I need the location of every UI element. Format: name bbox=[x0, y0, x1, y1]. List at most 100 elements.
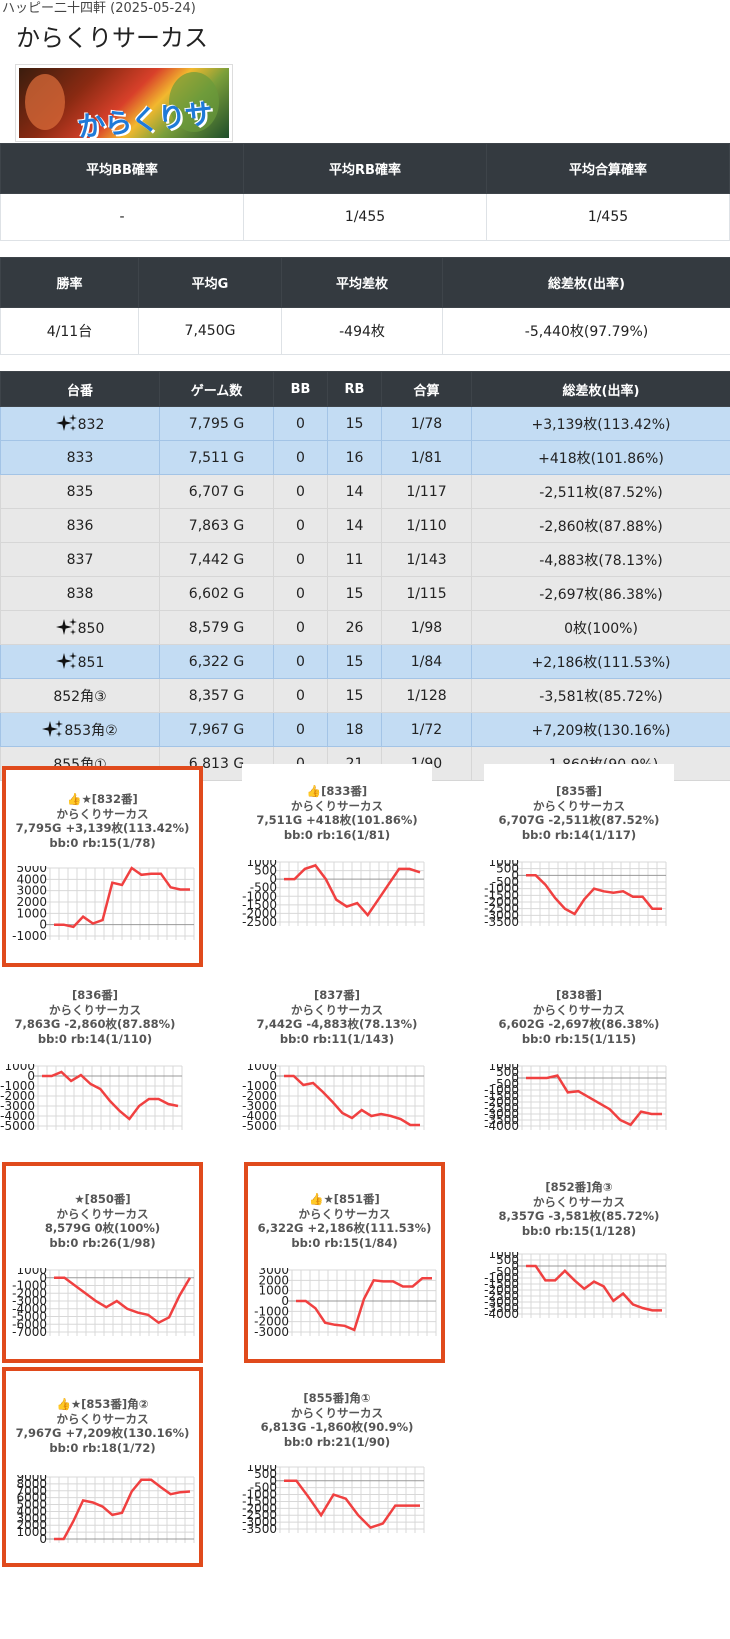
machine-chart-card[interactable]: 👍★[853番]角② からくりサーカス 7,967G +7,209枚(130.16%… bbox=[2, 1367, 203, 1567]
y-tick-label: 2000 bbox=[16, 895, 47, 909]
machine-chart-card[interactable]: [838番] からくりサーカス 6,602G -2,697枚(86.38%) bb:0… bbox=[484, 968, 674, 1144]
chart-caption-stats: 7,511G +418枚(101.86%) bbox=[256, 813, 418, 827]
machine-number-text: 838 bbox=[66, 585, 94, 602]
y-tick-label: 1000 bbox=[488, 860, 519, 869]
total-rate: 1/143 bbox=[381, 542, 472, 577]
table-row: 837 7,442 G 0 11 1/143 -4,883枚(78.13%) bbox=[0, 542, 730, 577]
shop-date-header: ハッピー二十四軒 (2025-05-24) bbox=[2, 1, 196, 16]
y-tick-label: -1000 bbox=[12, 1279, 47, 1293]
chart-caption-probs: bb:0 rb:18(1/72) bbox=[49, 1440, 156, 1455]
y-tick-label: -4000 bbox=[12, 1302, 47, 1316]
chart-caption-probs: bb:0 rb:14(1/117) bbox=[521, 827, 637, 842]
y-tick-label: -3000 bbox=[12, 1294, 47, 1308]
y-tick-label: -3000 bbox=[242, 1099, 277, 1113]
y-tick-label: -1000 bbox=[242, 1488, 277, 1502]
series-line bbox=[54, 866, 190, 929]
game-count-text: 6,707 G bbox=[188, 483, 245, 500]
rb-count-text: 18 bbox=[345, 721, 364, 738]
y-tick-label: 0 bbox=[511, 1071, 519, 1085]
y-tick-label: -5000 bbox=[12, 1310, 47, 1324]
col-header: 台番 bbox=[0, 371, 160, 407]
avg-total-rate: 1/455 bbox=[486, 193, 730, 241]
y-tick-label: 4000 bbox=[16, 872, 47, 886]
total-diff-text: -2,860枚(87.88%) bbox=[539, 518, 663, 535]
machine-chart-card[interactable]: ★[850番] からくりサーカス 8,579G 0枚(100%) bb:0 rb:26… bbox=[2, 1162, 203, 1363]
y-tick-label: -2000 bbox=[242, 1089, 277, 1103]
series-line bbox=[296, 1277, 432, 1332]
series-line bbox=[54, 1478, 191, 1541]
total-rate-text: 1/72 bbox=[410, 721, 443, 738]
machine-chart-card[interactable]: 👍★[851番] からくりサーカス 6,322G +2,186枚(111.53%) b… bbox=[244, 1162, 445, 1363]
y-tick-label: -4000 bbox=[0, 1109, 35, 1123]
y-tick-label: 1000 bbox=[246, 1465, 277, 1474]
game-count: 6,707 G bbox=[159, 474, 274, 509]
chart-caption: [838番] からくりサーカス 6,602G -2,697枚(86.38%) bb:0… bbox=[484, 988, 674, 1046]
y-tick-label: -3000 bbox=[0, 1099, 35, 1113]
y-tick-label: 2000 bbox=[258, 1273, 289, 1287]
chart-caption-stats: 7,967G +7,209枚(130.16%) bbox=[15, 1426, 190, 1440]
machine-number: 835 bbox=[0, 474, 160, 509]
chart-caption-name: からくりサーカス bbox=[56, 1206, 149, 1221]
game-count-text: 7,511 G bbox=[188, 449, 245, 466]
machine-number-text: 836 bbox=[66, 517, 94, 534]
machine-chart-card[interactable]: [855番]角① からくりサーカス 6,813G -1,860枚(90.9%) bb:… bbox=[242, 1367, 432, 1563]
sparkle-icon bbox=[42, 719, 64, 737]
rb-count-text: 26 bbox=[345, 619, 364, 636]
total-diff-text: +7,209枚(130.16%) bbox=[531, 722, 671, 739]
chart-caption-name: からくりサーカス bbox=[291, 1002, 383, 1017]
y-tick-label: -6000 bbox=[12, 1317, 47, 1331]
col-header: RB bbox=[327, 371, 382, 407]
total-diff-text: +2,186枚(111.53%) bbox=[531, 654, 671, 671]
y-tick-label: -2000 bbox=[484, 1095, 519, 1109]
machine-chart-card[interactable]: [837番] からくりサーカス 7,442G -4,883枚(78.13%) bb:0… bbox=[242, 968, 432, 1144]
machine-number-text: 852角③ bbox=[53, 688, 107, 705]
machine-chart-card[interactable]: [835番] からくりサーカス 6,707G -2,511枚(87.52%) bb:0… bbox=[484, 764, 674, 952]
bb-count: 0 bbox=[273, 678, 328, 713]
y-tick-label: 9000 bbox=[16, 1475, 47, 1484]
machine-number: 832 bbox=[0, 406, 160, 441]
y-tick-label: 0 bbox=[269, 1474, 277, 1488]
y-tick-label: -4000 bbox=[242, 1109, 277, 1123]
machine-charts: 👍★[832番] からくりサーカス 7,795G +3,139枚(113.42%) b… bbox=[0, 764, 730, 1639]
y-tick-label: -1000 bbox=[242, 889, 277, 903]
rb-count: 14 bbox=[327, 508, 382, 543]
machine-chart-card[interactable]: 👍[833番] からくりサーカス 7,511G +418枚(101.86%) bb:0… bbox=[242, 764, 432, 952]
total-diff: -2,860枚(87.88%) bbox=[471, 508, 730, 543]
game-count: 7,863 G bbox=[159, 508, 274, 543]
table-row: 852角③ 8,357 G 0 15 1/128 -3,581枚(85.72%) bbox=[0, 678, 730, 713]
y-tick-label: 0 bbox=[39, 918, 47, 932]
y-tick-label: 4000 bbox=[16, 1504, 47, 1518]
machine-chart-card[interactable]: [836番] からくりサーカス 7,863G -2,860枚(87.88%) bb:0… bbox=[0, 968, 190, 1144]
col-header: 合算 bbox=[381, 371, 472, 407]
chart-caption-probs: bb:0 rb:26(1/98) bbox=[49, 1235, 156, 1250]
rb-count-text: 15 bbox=[345, 653, 364, 670]
y-tick-label: -2500 bbox=[484, 1289, 519, 1303]
rb-count: 15 bbox=[327, 678, 382, 713]
machine-chart-card[interactable]: 👍★[832番] からくりサーカス 7,795G +3,139枚(113.42%) b… bbox=[2, 766, 203, 967]
y-tick-label: 8000 bbox=[16, 1477, 47, 1491]
chart-caption: [852番]角③ からくりサーカス 8,357G -3,581枚(85.72%) bb… bbox=[484, 1180, 674, 1238]
y-tick-label: -3500 bbox=[242, 1522, 277, 1535]
chart-caption-name: からくりサーカス bbox=[49, 1002, 141, 1017]
table-row: 853角② 7,967 G 0 18 1/72 +7,209枚(130.16%) bbox=[0, 712, 730, 747]
machine-number: 833 bbox=[0, 440, 160, 475]
rb-count-text: 14 bbox=[345, 517, 364, 534]
y-tick-label: -3500 bbox=[484, 1113, 519, 1127]
total-rate: 1/81 bbox=[381, 440, 472, 475]
y-tick-label: 5000 bbox=[16, 1498, 47, 1512]
y-tick-label: -1000 bbox=[12, 929, 47, 942]
y-tick-label: 0 bbox=[269, 1069, 277, 1083]
rb-count-text: 11 bbox=[345, 551, 364, 568]
banner-character bbox=[169, 72, 219, 132]
y-tick-label: -1000 bbox=[254, 1304, 289, 1318]
chart-caption: [836番] からくりサーカス 7,863G -2,860枚(87.88%) bb:0… bbox=[0, 988, 190, 1046]
machine-chart-card[interactable]: [852番]角③ からくりサーカス 8,357G -3,581枚(85.72%) bb… bbox=[484, 1152, 674, 1352]
game-count-text: 7,795 G bbox=[188, 415, 245, 432]
total-rate: 1/117 bbox=[381, 474, 472, 509]
bb-count: 0 bbox=[273, 610, 328, 645]
chart-caption-stats: 6,602G -2,697枚(86.38%) bbox=[498, 1017, 660, 1031]
